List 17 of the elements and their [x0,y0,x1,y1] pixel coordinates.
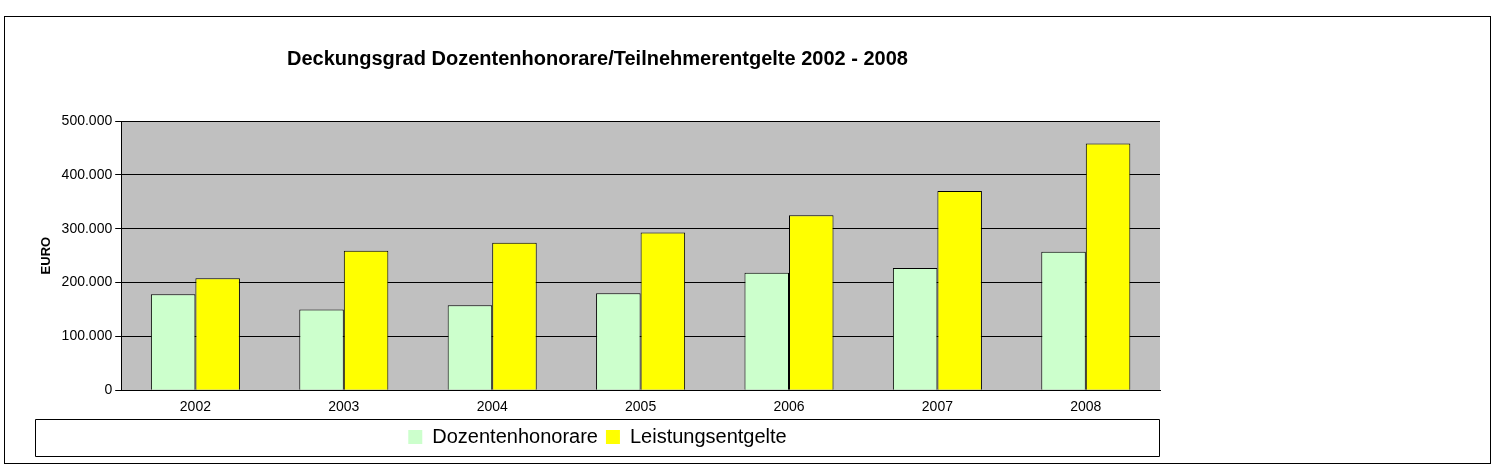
x-tick-label: 2008 [1070,398,1102,415]
x-tick-label: 2004 [476,398,508,415]
legend-label: Leistungsentgelte [629,424,787,447]
y-tick-label: 0 [104,381,113,398]
chart-title: Deckungsgrad Dozentenhonorare/Teilnehmerentgelte 2002 - 2008 [287,46,908,69]
legend-label: Dozentenhonorare [432,424,598,447]
x-tick-label: 2003 [328,398,360,415]
y-tick-label: 300.000 [61,219,113,236]
x-tick-label: 2007 [921,398,954,415]
x-tick-label: 2006 [773,398,805,415]
y-tick-label: 100.000 [61,327,113,344]
x-tick-label: 2005 [625,398,657,415]
y-axis-title: EURO [38,236,54,275]
x-tick-label: 2002 [179,398,212,415]
y-tick-label: 200.000 [61,273,113,290]
y-tick-label: 500.000 [61,111,113,128]
y-tick-label: 400.000 [61,165,113,182]
